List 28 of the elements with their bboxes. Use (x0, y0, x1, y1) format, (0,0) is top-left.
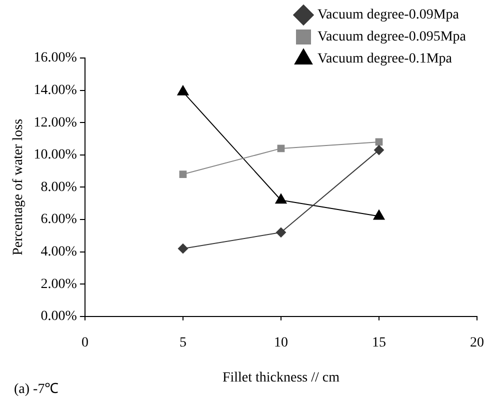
y-tick-label: 4.00% (40, 244, 78, 260)
legend-label: Vacuum degree-0.09Mpa (317, 8, 460, 23)
y-tick-label: 14.00% (34, 82, 78, 98)
legend-label: Vacuum degree-0.095Mpa (317, 30, 467, 45)
point (373, 210, 385, 220)
x-tick-label: 20 (470, 335, 484, 350)
point (178, 244, 188, 254)
y-tick-label: 6.00% (40, 212, 78, 228)
point (375, 138, 383, 146)
y-axis-title: Percentage of water loss (11, 118, 26, 256)
x-tick-label: 5 (179, 335, 186, 350)
y-tick-label: 2.00% (40, 276, 78, 292)
point (374, 145, 384, 156)
x-tick-label: 15 (372, 335, 386, 350)
y-tick-label: 8.00% (40, 180, 78, 195)
text: (a) -7℃ (14, 381, 59, 398)
y-tick-label: 0.00% (40, 309, 78, 324)
point (277, 144, 285, 152)
point (179, 170, 187, 178)
legend-label: Vacuum degree-0.1Mpa (317, 52, 453, 67)
y-tick-label: 12.00% (34, 115, 78, 130)
x-tick-label: 10 (274, 335, 288, 350)
y-tick-label: 10.00% (34, 148, 78, 163)
point (276, 227, 286, 238)
y-tick-label: 16.00% (34, 50, 78, 66)
x-axis-title: Fillet thickness // cm (222, 370, 340, 386)
point (275, 194, 287, 204)
x-tick-label: 0 (81, 335, 88, 350)
